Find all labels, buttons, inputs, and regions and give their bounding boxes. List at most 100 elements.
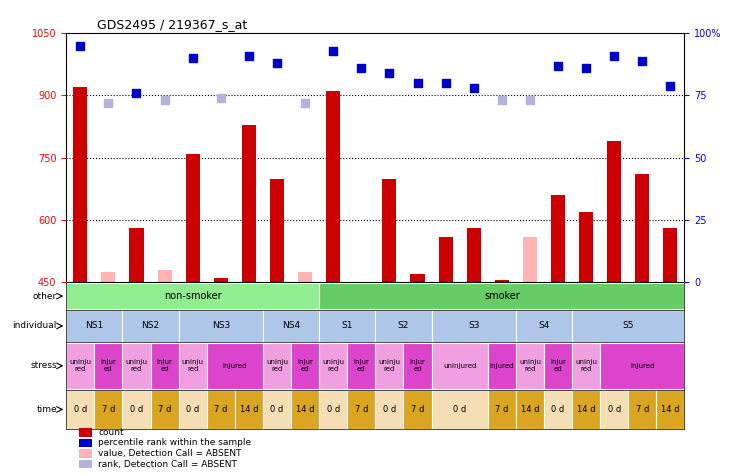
FancyBboxPatch shape <box>235 390 263 428</box>
Point <box>355 64 367 72</box>
Point <box>159 97 171 104</box>
FancyBboxPatch shape <box>544 390 572 428</box>
FancyBboxPatch shape <box>403 343 431 389</box>
Text: injured: injured <box>630 363 654 369</box>
Point <box>411 79 423 87</box>
Text: injur
ed: injur ed <box>409 359 425 373</box>
Text: 14 d: 14 d <box>240 405 258 414</box>
Text: time: time <box>36 405 57 414</box>
Text: uninju
red: uninju red <box>266 359 288 373</box>
Text: 14 d: 14 d <box>520 405 539 414</box>
FancyBboxPatch shape <box>319 283 684 309</box>
Bar <box>298 272 312 283</box>
Bar <box>130 228 144 283</box>
FancyBboxPatch shape <box>488 390 516 428</box>
Text: NS2: NS2 <box>141 321 160 330</box>
Text: 7 d: 7 d <box>636 405 649 414</box>
Bar <box>74 87 88 283</box>
FancyBboxPatch shape <box>66 283 319 309</box>
Text: S2: S2 <box>397 321 409 330</box>
Text: NS3: NS3 <box>212 321 230 330</box>
Text: injur
ed: injur ed <box>157 359 172 373</box>
Text: non-smoker: non-smoker <box>164 291 222 301</box>
Text: 0 d: 0 d <box>453 405 467 414</box>
Point <box>271 59 283 67</box>
FancyBboxPatch shape <box>66 343 94 389</box>
Text: S5: S5 <box>623 321 634 330</box>
Bar <box>242 125 256 283</box>
FancyBboxPatch shape <box>207 390 235 428</box>
Text: uninju
red: uninju red <box>69 359 91 373</box>
Point <box>665 82 676 89</box>
Text: injur
ed: injur ed <box>353 359 369 373</box>
Text: rank, Detection Call = ABSENT: rank, Detection Call = ABSENT <box>99 460 237 469</box>
Bar <box>79 460 92 468</box>
Text: 0 d: 0 d <box>130 405 143 414</box>
Text: count: count <box>99 428 124 437</box>
FancyBboxPatch shape <box>572 343 600 389</box>
Text: 0 d: 0 d <box>608 405 621 414</box>
Bar <box>579 212 593 283</box>
FancyBboxPatch shape <box>347 390 375 428</box>
Text: individual: individual <box>13 321 57 330</box>
FancyBboxPatch shape <box>431 390 488 428</box>
FancyBboxPatch shape <box>319 310 375 342</box>
Text: 0 d: 0 d <box>383 405 396 414</box>
FancyBboxPatch shape <box>179 343 207 389</box>
Text: 0 d: 0 d <box>74 405 87 414</box>
Point <box>468 84 480 92</box>
Bar <box>467 228 481 283</box>
Bar <box>439 237 453 283</box>
FancyBboxPatch shape <box>375 390 403 428</box>
FancyBboxPatch shape <box>347 343 375 389</box>
FancyBboxPatch shape <box>572 390 600 428</box>
Text: percentile rank within the sample: percentile rank within the sample <box>99 438 252 447</box>
Point <box>130 89 142 97</box>
Bar <box>326 91 340 283</box>
Point <box>215 94 227 102</box>
FancyBboxPatch shape <box>403 390 431 428</box>
FancyBboxPatch shape <box>544 343 572 389</box>
Text: 0 d: 0 d <box>270 405 283 414</box>
Point <box>439 79 451 87</box>
Bar <box>79 428 92 437</box>
Text: 14 d: 14 d <box>577 405 595 414</box>
Text: uninju
red: uninju red <box>322 359 344 373</box>
Text: uninju
red: uninju red <box>126 359 147 373</box>
Bar <box>495 280 509 283</box>
FancyBboxPatch shape <box>94 390 122 428</box>
Text: value, Detection Call = ABSENT: value, Detection Call = ABSENT <box>99 449 242 458</box>
FancyBboxPatch shape <box>431 343 488 389</box>
Bar <box>607 141 621 283</box>
Bar <box>270 179 284 283</box>
Point <box>243 52 255 59</box>
Bar <box>158 270 171 283</box>
Point <box>102 99 114 107</box>
FancyBboxPatch shape <box>179 310 263 342</box>
Bar <box>383 179 397 283</box>
FancyBboxPatch shape <box>122 390 151 428</box>
Text: 7 d: 7 d <box>214 405 227 414</box>
FancyBboxPatch shape <box>151 343 179 389</box>
Text: 7 d: 7 d <box>102 405 115 414</box>
FancyBboxPatch shape <box>375 310 431 342</box>
Text: uninju
red: uninju red <box>519 359 541 373</box>
Text: injured: injured <box>489 363 514 369</box>
Text: other: other <box>32 292 57 301</box>
FancyBboxPatch shape <box>151 390 179 428</box>
FancyBboxPatch shape <box>600 343 684 389</box>
FancyBboxPatch shape <box>516 343 544 389</box>
Text: 0 d: 0 d <box>551 405 565 414</box>
Point <box>552 62 564 69</box>
Point <box>524 97 536 104</box>
Point <box>580 64 592 72</box>
Bar <box>411 274 425 283</box>
FancyBboxPatch shape <box>66 390 94 428</box>
Text: NS4: NS4 <box>282 321 300 330</box>
Bar <box>551 195 565 283</box>
FancyBboxPatch shape <box>122 310 179 342</box>
Text: S4: S4 <box>538 321 550 330</box>
Point <box>609 52 620 59</box>
Text: uninjured: uninjured <box>443 363 476 369</box>
FancyBboxPatch shape <box>572 310 684 342</box>
